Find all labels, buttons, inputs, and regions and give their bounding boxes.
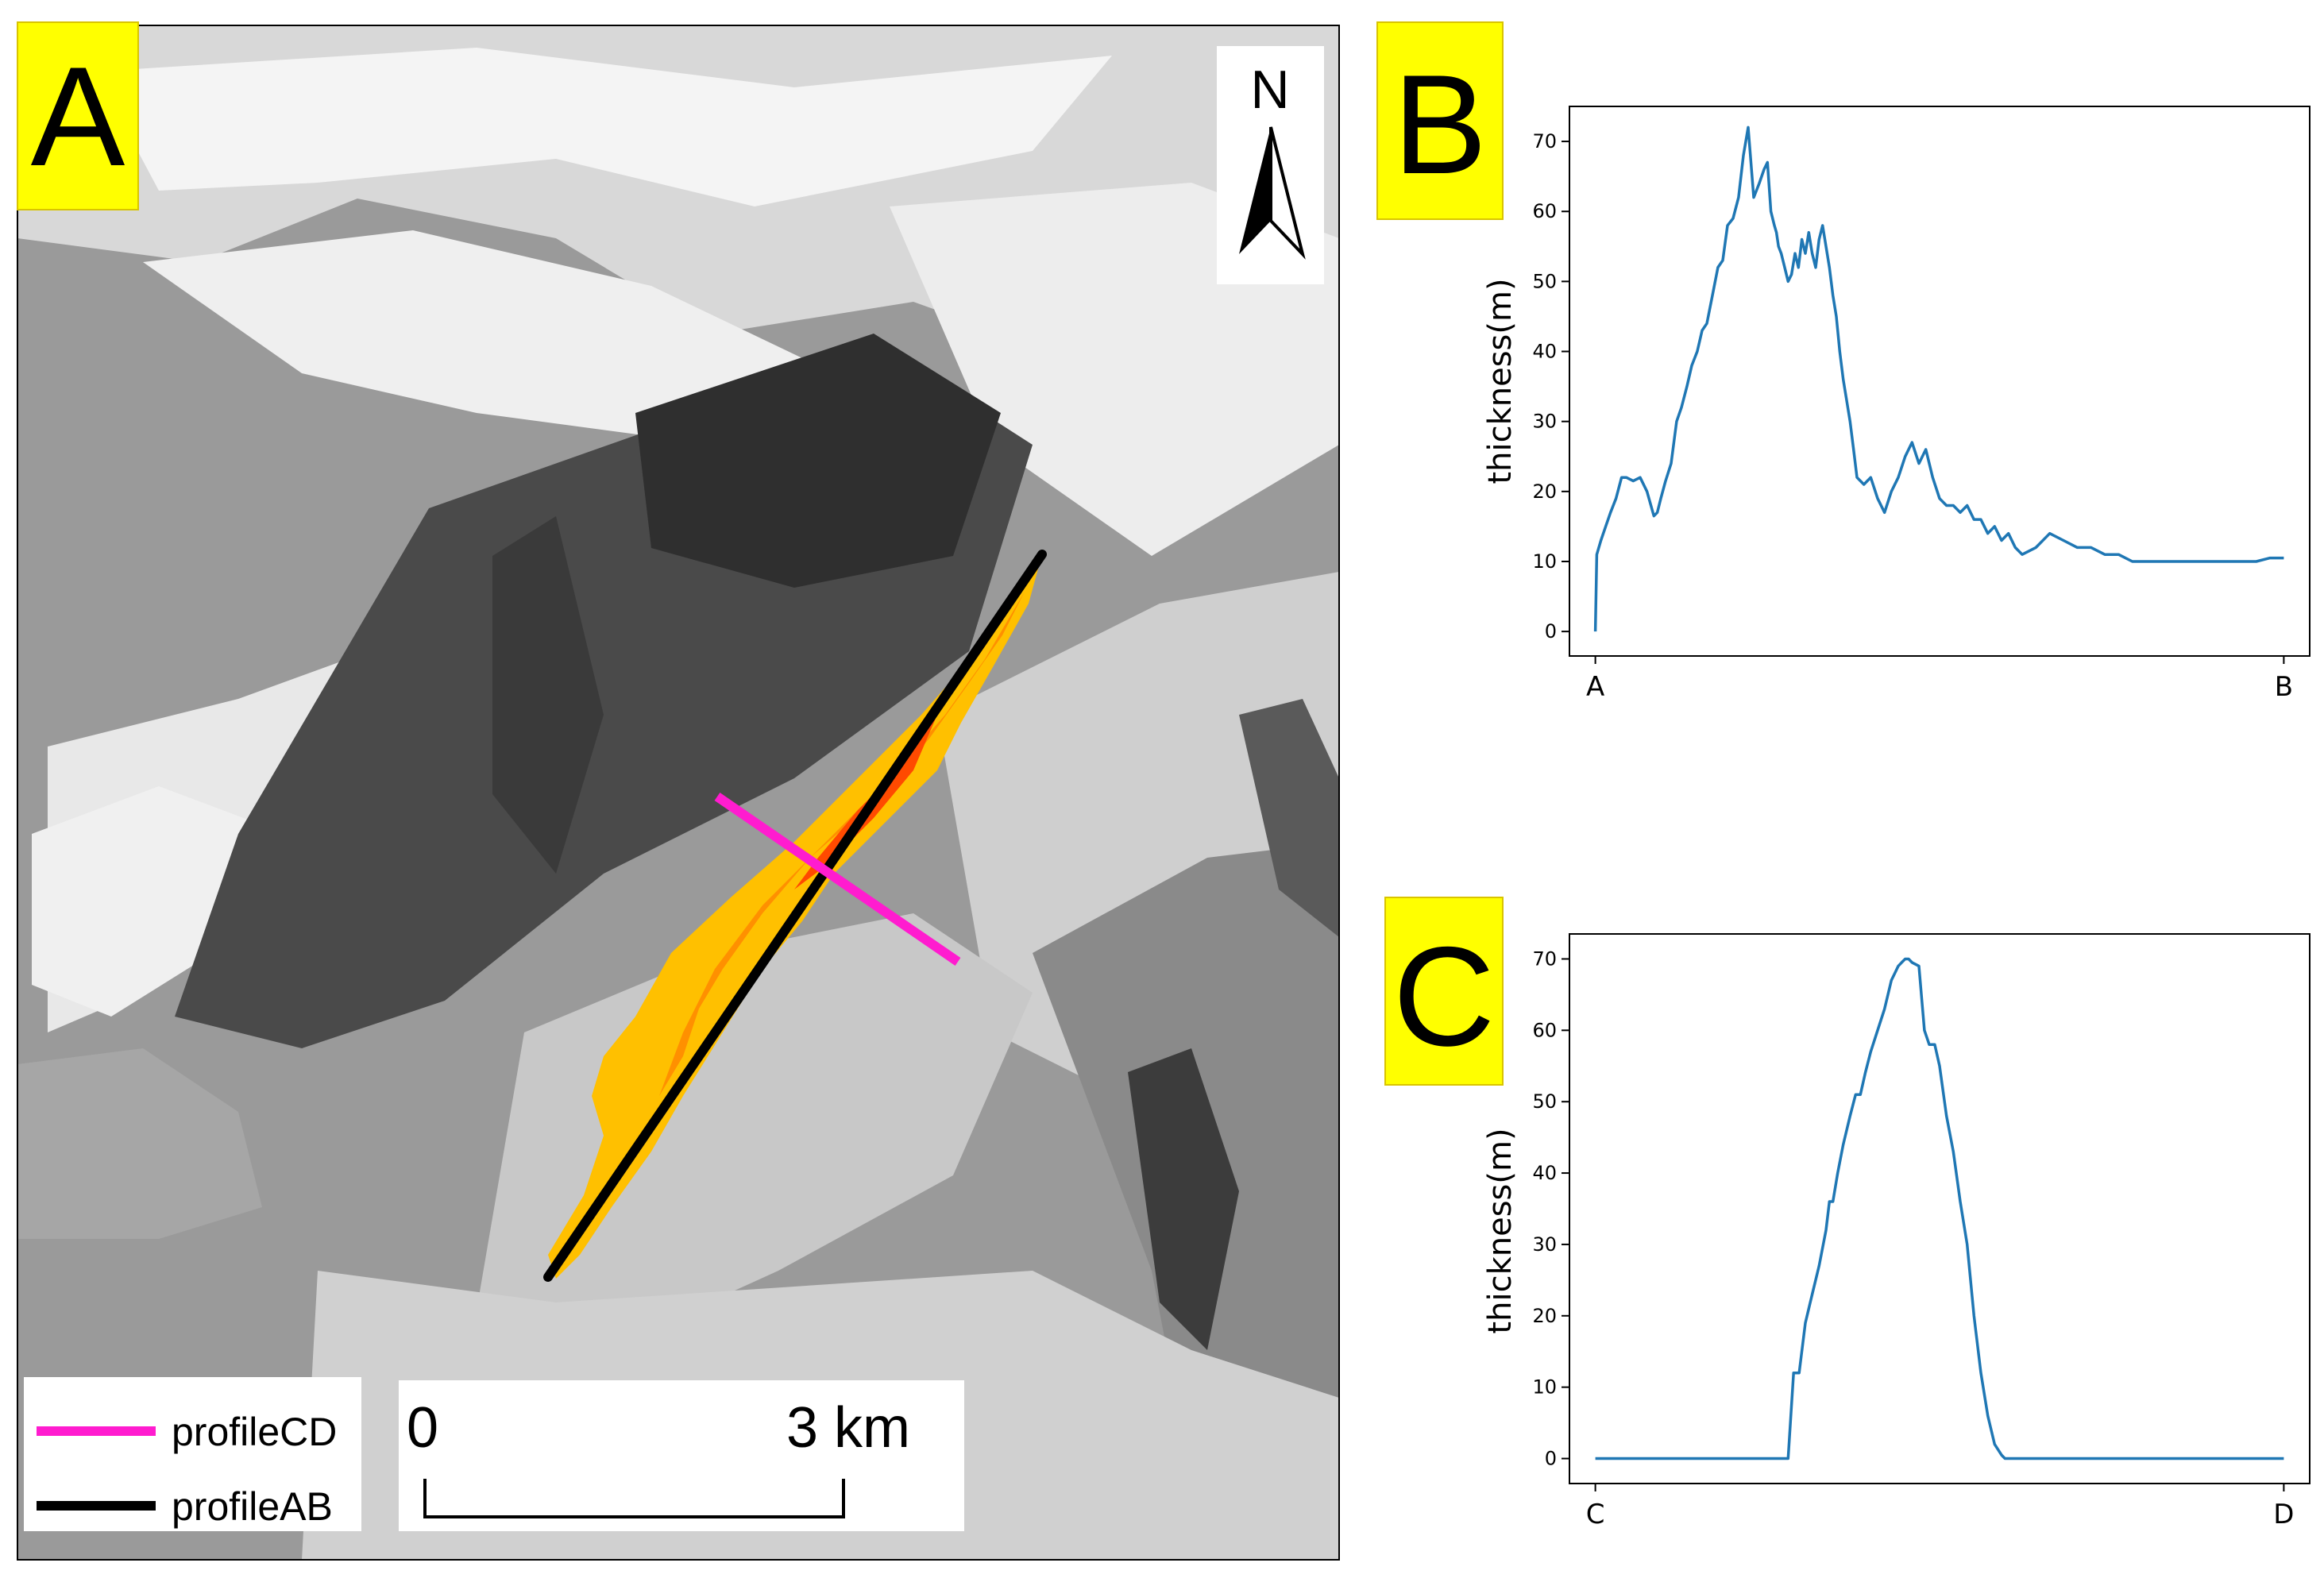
map-panel: A N profileCD profileAB 0 3 km — [17, 21, 1340, 1561]
profile-ab-line — [543, 550, 1047, 1282]
c-y-tick-label: 20 — [1532, 1305, 1557, 1327]
b-y-tick-label: 10 — [1532, 550, 1557, 573]
chart-b-y-ticks: 0 10 20 30 40 50 60 70 — [1532, 130, 1569, 642]
chart-b-ylabel: thickness(m) — [1482, 278, 1519, 484]
profile-cd-line — [714, 793, 961, 966]
c-x-tick-label: C — [1586, 1499, 1605, 1530]
panel-c-label: C — [1393, 917, 1496, 1075]
b-x-tick-label: B — [2275, 671, 2293, 703]
scale-bar-line — [423, 1479, 845, 1518]
c-x-tick-label: D — [2273, 1499, 2294, 1530]
legend-label-profileab: profileAB — [172, 1484, 333, 1529]
panel-a-label: A — [31, 37, 125, 195]
c-y-tick-label: 50 — [1532, 1090, 1557, 1113]
scale-start-label: 0 — [407, 1396, 438, 1460]
c-y-tick-label: 30 — [1532, 1233, 1557, 1256]
panel-b-label: B — [1393, 45, 1488, 203]
c-y-tick-label: 0 — [1545, 1448, 1557, 1470]
legend-label-profilecd: profileCD — [172, 1410, 337, 1454]
c-y-tick-label: 40 — [1532, 1162, 1557, 1184]
c-y-tick-label: 10 — [1532, 1376, 1557, 1399]
panel-c-label-box — [1384, 897, 1504, 1086]
chart-b-frame — [1569, 106, 2310, 657]
scale-bar: 0 3 km — [399, 1380, 964, 1531]
panel-a-label-box — [17, 21, 139, 210]
b-y-tick-label: 0 — [1545, 620, 1557, 642]
chart-c-ylabel: thickness(m) — [1482, 1128, 1519, 1333]
panel-b-label-box — [1376, 21, 1504, 220]
b-y-tick-label: 50 — [1532, 270, 1557, 292]
hillshade-terrain — [17, 25, 1339, 1560]
north-arrow: N — [1217, 46, 1324, 284]
b-y-tick-label: 40 — [1532, 341, 1557, 363]
chart-c-frame — [1569, 933, 2310, 1484]
b-y-tick-label: 20 — [1532, 480, 1557, 503]
b-y-tick-label: 60 — [1532, 200, 1557, 222]
b-y-tick-label: 30 — [1532, 411, 1557, 433]
b-x-tick-label: A — [1586, 671, 1604, 703]
north-arrow-icon — [1239, 127, 1271, 254]
c-y-tick-label: 60 — [1532, 1019, 1557, 1041]
b-y-tick-label: 70 — [1532, 130, 1557, 152]
map-frame — [17, 25, 1340, 1561]
chart-c-series-line — [1595, 957, 2284, 1460]
chart-b-series-line — [1593, 125, 2284, 632]
map-legend: profileCD profileAB — [24, 1377, 361, 1531]
scale-end-label: 3 km — [786, 1396, 910, 1460]
north-arrow-label: N — [1250, 60, 1289, 120]
c-y-tick-label: 70 — [1532, 947, 1557, 970]
chart-c-y-ticks: 0 10 20 30 40 50 60 70 — [1532, 947, 1569, 1470]
